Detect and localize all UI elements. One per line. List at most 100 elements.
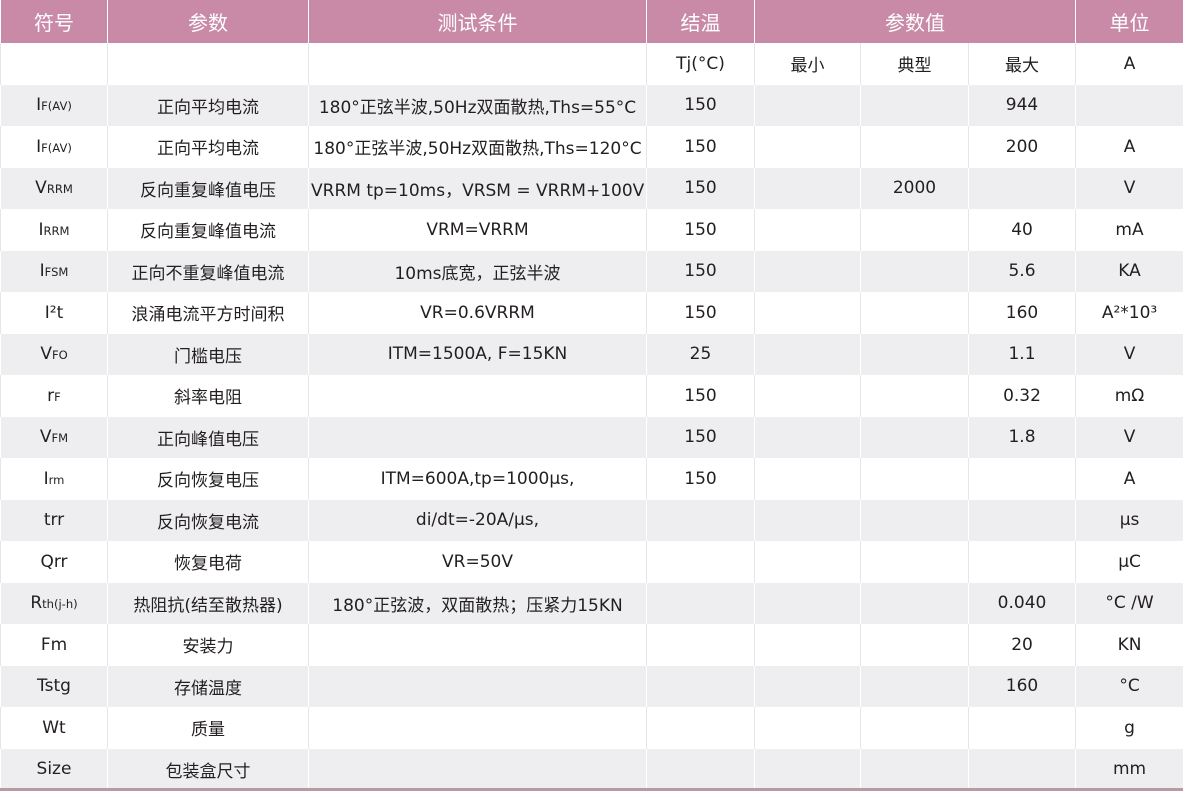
unit-cell: V bbox=[1075, 167, 1183, 209]
typ-cell bbox=[860, 416, 969, 458]
symbol-main: I bbox=[39, 261, 45, 282]
parameter-cell: 存储温度 bbox=[107, 665, 309, 707]
parameter-cell: 正向峰值电压 bbox=[107, 416, 309, 458]
symbol-main: Qrr bbox=[40, 551, 68, 572]
symbol-cell: IF(AV) bbox=[0, 126, 108, 168]
parameter-cell: 恢复电荷 bbox=[107, 541, 309, 583]
max-cell: 160 bbox=[967, 665, 1077, 707]
unit-cell: A bbox=[1075, 126, 1183, 168]
condition-cell bbox=[308, 707, 647, 749]
max-cell: 1.1 bbox=[967, 333, 1077, 375]
symbol-subscript: FO bbox=[51, 348, 68, 363]
tj-cell: 150 bbox=[646, 250, 755, 292]
min-cell bbox=[754, 624, 861, 666]
table-row: IF(AV) 正向平均电流 180°正弦半波,50Hz双面散热,Ths=55°C 15… bbox=[0, 84, 1183, 126]
symbol-cell: Rth(j-h) bbox=[0, 582, 108, 624]
unit-cell bbox=[1075, 84, 1183, 126]
parameter-cell: 正向不重复峰值电流 bbox=[107, 250, 309, 292]
symbol-cell: Wt bbox=[0, 707, 108, 749]
unit-cell: A²*10³ bbox=[1075, 292, 1183, 334]
subheader-row: Tj(°C) 最小 典型 最大 A bbox=[0, 43, 1183, 85]
symbol-subscript: rm bbox=[48, 472, 65, 487]
unit-cell: μC bbox=[1075, 541, 1183, 583]
condition-cell bbox=[308, 665, 647, 707]
parameter-cell: 门槛电压 bbox=[107, 333, 309, 375]
parameter-cell: 正向平均电流 bbox=[107, 126, 309, 168]
symbol-subscript: FM bbox=[51, 431, 69, 446]
tj-cell: 150 bbox=[646, 375, 755, 417]
tj-cell bbox=[646, 541, 755, 583]
parameter-cell: 热阻抗(结至散热器) bbox=[107, 582, 309, 624]
symbol-subscript: F(AV) bbox=[41, 99, 72, 114]
table-body: Tj(°C) 最小 典型 最大 A IF(AV) 正向平均电流 180°正弦半波,5… bbox=[0, 43, 1183, 790]
min-cell bbox=[754, 250, 861, 292]
symbol-main: trr bbox=[43, 510, 65, 531]
symbol-subscript: FSM bbox=[44, 265, 69, 280]
typ-cell bbox=[860, 250, 969, 292]
header-unit: 单位 bbox=[1075, 0, 1183, 43]
unit-cell: mm bbox=[1075, 748, 1183, 790]
typ-cell bbox=[860, 126, 969, 168]
tj-cell: 150 bbox=[646, 209, 755, 251]
typ-cell bbox=[860, 84, 969, 126]
symbol-main: V bbox=[40, 344, 52, 365]
parameter-cell: 反向重复峰值电压 bbox=[107, 167, 309, 209]
min-cell bbox=[754, 541, 861, 583]
typ-cell bbox=[860, 209, 969, 251]
subheader-min: 最小 bbox=[754, 43, 861, 85]
condition-cell: 180°正弦半波,50Hz双面散热,Ths=120°C bbox=[308, 126, 647, 168]
parameter-cell: 正向平均电流 bbox=[107, 84, 309, 126]
min-cell bbox=[754, 748, 861, 790]
min-cell bbox=[754, 126, 861, 168]
tj-cell bbox=[646, 624, 755, 666]
symbol-main: I bbox=[43, 468, 49, 489]
parameter-cell: 安装力 bbox=[107, 624, 309, 666]
header-row: 符号 参数 测试条件 结温 参数值 单位 bbox=[0, 0, 1183, 43]
min-cell bbox=[754, 416, 861, 458]
symbol-cell: rF bbox=[0, 375, 108, 417]
unit-cell: g bbox=[1075, 707, 1183, 749]
tj-cell: 150 bbox=[646, 458, 755, 500]
table-row: Fm 安装力 20 KN bbox=[0, 624, 1183, 666]
tj-cell: 150 bbox=[646, 292, 755, 334]
symbol-main: V bbox=[35, 178, 47, 199]
symbol-main: I bbox=[38, 219, 44, 240]
symbol-main: Wt bbox=[42, 717, 66, 738]
unit-cell: mΩ bbox=[1075, 375, 1183, 417]
max-cell bbox=[967, 167, 1077, 209]
symbol-cell: trr bbox=[0, 499, 108, 541]
condition-cell: di/dt=-20A/μs, bbox=[308, 499, 647, 541]
min-cell bbox=[754, 458, 861, 500]
table-row: IRRM 反向重复峰值电流 VRM=VRRM 150 40 mA bbox=[0, 209, 1183, 251]
condition-cell: 180°正弦半波,50Hz双面散热,Ths=55°C bbox=[308, 84, 647, 126]
symbol-main: r bbox=[47, 385, 55, 406]
header-parameter: 参数 bbox=[107, 0, 309, 43]
symbol-cell: Tstg bbox=[0, 665, 108, 707]
symbol-cell: I²t bbox=[0, 292, 108, 334]
tj-cell: 25 bbox=[646, 333, 755, 375]
max-cell: 20 bbox=[967, 624, 1077, 666]
unit-cell: KN bbox=[1075, 624, 1183, 666]
max-cell: 0.040 bbox=[967, 582, 1077, 624]
typ-cell bbox=[860, 624, 969, 666]
tj-cell bbox=[646, 748, 755, 790]
typ-cell bbox=[860, 458, 969, 500]
condition-cell bbox=[308, 624, 647, 666]
parameter-cell: 质量 bbox=[107, 707, 309, 749]
min-cell bbox=[754, 209, 861, 251]
min-cell bbox=[754, 333, 861, 375]
typ-cell bbox=[860, 748, 969, 790]
max-cell bbox=[967, 499, 1077, 541]
header-tj: 结温 bbox=[646, 0, 755, 43]
typ-cell bbox=[860, 665, 969, 707]
symbol-subscript: th(j-h) bbox=[42, 597, 78, 612]
symbol-cell: IF(AV) bbox=[0, 84, 108, 126]
parameter-cell: 斜率电阻 bbox=[107, 375, 309, 417]
condition-cell: ITM=1500A, F=15KN bbox=[308, 333, 647, 375]
symbol-main: I bbox=[36, 95, 42, 116]
symbol-subscript: RRM bbox=[46, 182, 73, 197]
condition-cell: VR=50V bbox=[308, 541, 647, 583]
symbol-cell: VRRM bbox=[0, 167, 108, 209]
symbol-main: V bbox=[39, 427, 52, 448]
typ-cell bbox=[860, 499, 969, 541]
